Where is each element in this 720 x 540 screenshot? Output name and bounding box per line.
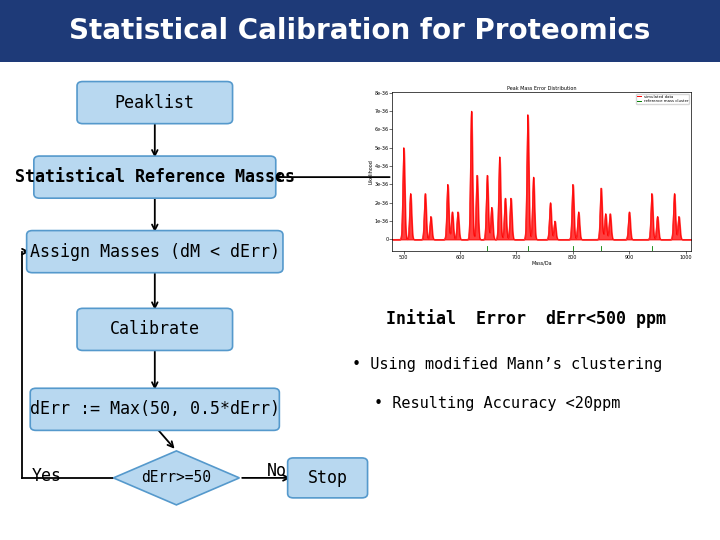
Text: Yes: Yes bbox=[32, 467, 62, 485]
FancyBboxPatch shape bbox=[34, 156, 276, 198]
Text: Calibrate: Calibrate bbox=[110, 320, 200, 339]
Y-axis label: Likelihood: Likelihood bbox=[369, 159, 374, 184]
Text: Statistical Reference Masses: Statistical Reference Masses bbox=[15, 168, 294, 186]
Text: • Resulting Accuracy <20ppm: • Resulting Accuracy <20ppm bbox=[374, 396, 620, 411]
FancyBboxPatch shape bbox=[27, 231, 283, 273]
Title: Peak Mass Error Distribution: Peak Mass Error Distribution bbox=[507, 86, 577, 91]
Text: • Using modified Mann’s clustering: • Using modified Mann’s clustering bbox=[353, 357, 662, 372]
FancyBboxPatch shape bbox=[0, 0, 720, 62]
FancyBboxPatch shape bbox=[77, 82, 233, 124]
Text: Peaklist: Peaklist bbox=[114, 93, 195, 112]
Text: dErr := Max(50, 0.5*dErr): dErr := Max(50, 0.5*dErr) bbox=[30, 400, 280, 418]
X-axis label: Mass/Da: Mass/Da bbox=[531, 261, 552, 266]
Legend: simulated data, reference mass cluster: simulated data, reference mass cluster bbox=[636, 94, 689, 104]
Text: Stop: Stop bbox=[307, 469, 348, 487]
Text: Initial  Error  dErr<500 ppm: Initial Error dErr<500 ppm bbox=[386, 309, 665, 328]
FancyBboxPatch shape bbox=[77, 308, 233, 350]
FancyBboxPatch shape bbox=[30, 388, 279, 430]
Text: Assign Masses (dM < dErr): Assign Masses (dM < dErr) bbox=[30, 242, 280, 261]
Text: No: No bbox=[267, 462, 287, 480]
Text: Statistical Calibration for Proteomics: Statistical Calibration for Proteomics bbox=[69, 17, 651, 45]
Text: dErr>=50: dErr>=50 bbox=[141, 470, 212, 485]
FancyBboxPatch shape bbox=[288, 458, 368, 498]
Polygon shape bbox=[114, 451, 239, 505]
